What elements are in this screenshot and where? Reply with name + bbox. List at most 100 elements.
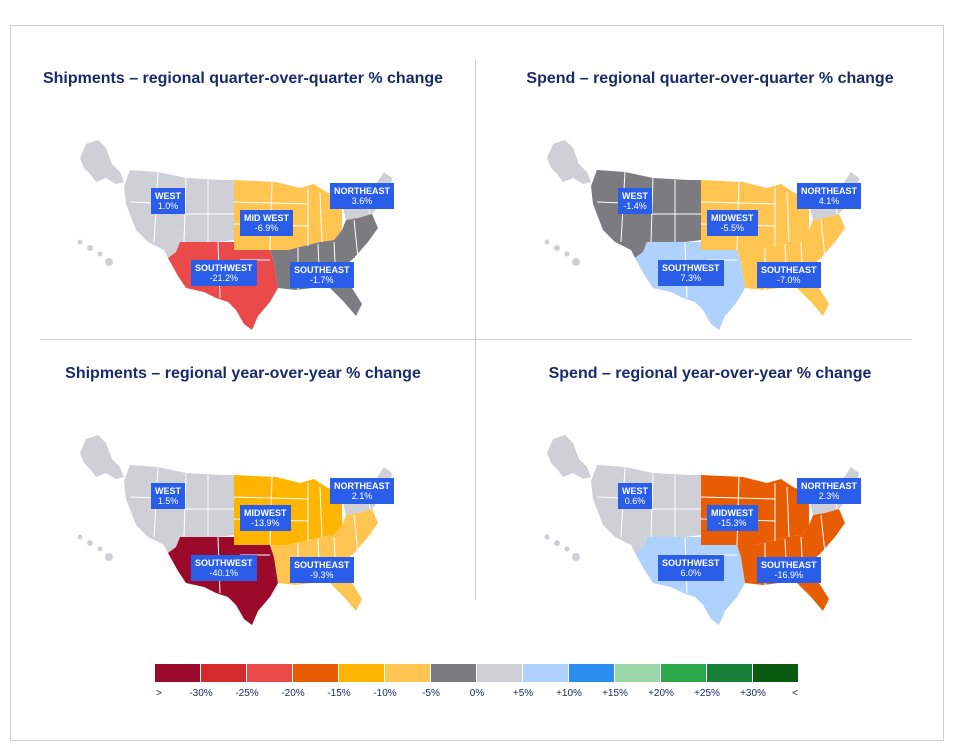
us-region-map <box>77 435 392 625</box>
midwest-region-label: MIDWEST -5.5% <box>707 210 758 236</box>
alaska-shape <box>80 435 124 479</box>
us-region-map <box>544 140 859 330</box>
southwest-region-shape <box>635 537 745 625</box>
hawaii-shape <box>544 239 550 245</box>
region-name: SOUTHWEST <box>662 263 720 273</box>
midwest-region-label: MID WEST -6.9% <box>240 210 293 236</box>
region-value: 2.1% <box>351 491 373 501</box>
hawaii-shape <box>105 553 113 561</box>
spend-qoq-panel: Spend – regional quarter-over-quarter % … <box>475 62 945 352</box>
southwest-region-shape <box>168 242 278 330</box>
region-value: 7.3% <box>680 273 701 283</box>
southeast-region-label: SOUTHEAST -1.7% <box>290 262 354 288</box>
legend-tick-label: +30% <box>740 688 766 699</box>
southeast-region-label: SOUTHEAST -16.9% <box>757 557 821 583</box>
legend-tick-label: +15% <box>602 688 628 699</box>
horizontal-divider <box>40 339 912 340</box>
color-scale-legend: > -30% -25% -20% -15% -10% -5% 0% +5% +10% +15% +20… <box>155 664 800 704</box>
region-name: SOUTHEAST <box>761 265 817 275</box>
hawaii-shape <box>554 245 560 251</box>
region-value: 1.0% <box>157 201 179 211</box>
southwest-region-shape <box>635 242 745 330</box>
shipments-yoy-panel: Shipments – regional year-over-year % ch… <box>8 357 478 647</box>
legend-tick-label: 0% <box>469 688 485 699</box>
west-region-label: WEST -1.4% <box>618 188 652 214</box>
northeast-region-label: NORTHEAST 2.1% <box>330 478 394 504</box>
region-name: SOUTHEAST <box>294 265 350 275</box>
legend-tick-label: +25% <box>694 688 720 699</box>
region-value: 2.3% <box>818 491 840 501</box>
region-name: SOUTHWEST <box>662 558 720 568</box>
legend-tick-label: < <box>792 688 798 699</box>
region-value: -15.3% <box>717 518 747 528</box>
region-name: SOUTHWEST <box>195 558 253 568</box>
region-name: NORTHEAST <box>801 186 857 196</box>
region-name: WEST <box>155 486 181 496</box>
legend-swatch <box>293 664 339 682</box>
panel-title: Shipments – regional quarter-over-quarte… <box>42 70 444 87</box>
region-value: -7.0% <box>777 275 801 285</box>
region-value: -13.9% <box>250 518 280 528</box>
southwest-region-label: SOUTHWEST -21.2% <box>191 260 257 286</box>
legend-tick-label: -30% <box>189 688 213 699</box>
hawaii-shape <box>77 534 83 540</box>
region-value: 4.1% <box>818 196 840 206</box>
legend-swatch <box>753 664 799 682</box>
spend-yoy-panel: Spend – regional year-over-year % change <box>475 357 945 647</box>
southwest-region-label: SOUTHWEST 6.0% <box>658 555 724 581</box>
southwest-region-label: SOUTHWEST -40.1% <box>191 555 257 581</box>
region-name: NORTHEAST <box>801 481 857 491</box>
legend-tick-label: -15% <box>327 688 351 699</box>
legend-tick-label: +10% <box>556 688 582 699</box>
region-name: SOUTHWEST <box>195 263 253 273</box>
hawaii-shape <box>87 540 93 546</box>
region-value: -21.2% <box>209 273 239 283</box>
midwest-region-label: MIDWEST -13.9% <box>240 505 291 531</box>
hawaii-shape <box>564 546 570 552</box>
legend-swatch <box>339 664 385 682</box>
legend-swatch <box>569 664 615 682</box>
hawaii-shape <box>564 251 570 257</box>
hawaii-shape <box>572 553 580 561</box>
legend-tick-label: +20% <box>648 688 674 699</box>
region-name: WEST <box>155 191 181 201</box>
legend-tick-label: +5% <box>512 688 534 699</box>
west-region-label: WEST 1.5% <box>151 483 185 509</box>
vertical-divider <box>475 60 476 600</box>
region-value: 1.5% <box>157 496 179 506</box>
region-value: -9.3% <box>310 570 334 580</box>
legend-tick-label: -20% <box>281 688 305 699</box>
midwest-region-label: MIDWEST -15.3% <box>707 505 758 531</box>
region-value: 3.6% <box>351 196 373 206</box>
region-value: -6.9% <box>254 223 279 233</box>
region-value: -1.4% <box>623 201 647 211</box>
legend-swatch <box>523 664 569 682</box>
region-value: 6.0% <box>680 568 701 578</box>
region-name: SOUTHEAST <box>761 560 817 570</box>
region-name: NORTHEAST <box>334 481 390 491</box>
region-name: NORTHEAST <box>334 186 390 196</box>
alaska-shape <box>547 140 591 184</box>
southwest-region-label: SOUTHWEST 7.3% <box>658 260 724 286</box>
southeast-region-label: SOUTHEAST -9.3% <box>290 557 354 583</box>
region-name: MIDWEST <box>711 213 754 223</box>
legend-tick-label: > <box>156 688 162 699</box>
region-value: -40.1% <box>209 568 239 578</box>
region-name: WEST <box>622 191 648 201</box>
region-name: MIDWEST <box>711 508 754 518</box>
hawaii-shape <box>572 258 580 266</box>
us-region-map <box>77 140 392 330</box>
legend-swatch <box>431 664 477 682</box>
hawaii-shape <box>554 540 560 546</box>
legend-tick-label: -25% <box>235 688 259 699</box>
legend-swatch <box>247 664 293 682</box>
shipments-qoq-panel: Shipments – regional quarter-over-quarte… <box>8 62 478 352</box>
hawaii-shape <box>87 245 93 251</box>
west-region-label: WEST 1.0% <box>151 188 185 214</box>
alaska-shape <box>547 435 591 479</box>
region-value: -16.9% <box>774 570 804 580</box>
region-name: SOUTHEAST <box>294 560 350 570</box>
legend-tick-label: -10% <box>373 688 397 699</box>
northeast-region-label: NORTHEAST 4.1% <box>797 183 861 209</box>
region-name: MIDWEST <box>244 508 287 518</box>
